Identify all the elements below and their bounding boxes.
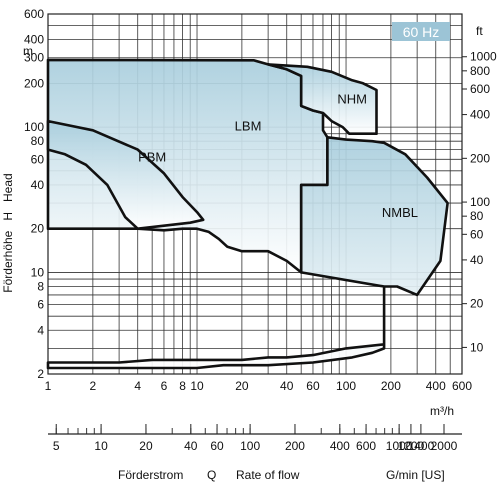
y-tick-label-m: 400 <box>24 33 44 47</box>
caption-rate: Rate of flow <box>236 468 300 482</box>
gpm-tick-label: 400 <box>330 439 350 453</box>
y-tick-label-m: 20 <box>31 222 45 236</box>
gpm-tick-label: 1400 <box>408 439 435 453</box>
y-tick-label-ft: 40 <box>470 253 484 267</box>
gpm-tick-label: 10 <box>94 439 108 453</box>
x-tick-label: 20 <box>235 379 249 393</box>
y-tick-label-ft: 80 <box>470 209 484 223</box>
gpm-tick-label: 60 <box>210 439 224 453</box>
x-tick-label: 400 <box>426 379 446 393</box>
gpm-tick-label: 1000 <box>386 439 413 453</box>
y-tick-label-m: 4 <box>37 323 44 337</box>
y-unit-right: ft <box>476 24 483 38</box>
x-tick-label: 100 <box>336 379 356 393</box>
x-tick-label: 1 <box>45 379 52 393</box>
y-tick-label-m: 10 <box>31 265 45 279</box>
gpm-tick-label: 2000 <box>431 439 458 453</box>
y-tick-label-ft: 200 <box>470 151 490 165</box>
x-tick-label: 600 <box>452 379 472 393</box>
gpm-tick-label: 100 <box>240 439 260 453</box>
x-tick-label: 8 <box>179 379 186 393</box>
gpm-tick-label: 1200 <box>398 439 425 453</box>
region-nmbl <box>46 136 449 370</box>
caption-gpm-unit: G/min [US] <box>386 468 445 482</box>
y-tick-label-ft: 400 <box>470 108 490 122</box>
y-tick-label-m: 6 <box>37 298 44 312</box>
y-tick-label-m: 100 <box>24 120 44 134</box>
y-tick-label-m: 200 <box>24 76 44 90</box>
y-tick-label-m: 80 <box>31 134 45 148</box>
y-tick-label-ft: 600 <box>470 82 490 96</box>
x-tick-label: 10 <box>190 379 204 393</box>
caption-foerderstrom: Förderstrom <box>118 468 183 482</box>
y-tick-label-m: 8 <box>37 280 44 294</box>
region-nhm <box>266 63 378 135</box>
region-label-lbm: LBM <box>235 118 262 133</box>
labels-layer: LBMPBMNHMNMBL246810204060801002003004006… <box>24 7 497 453</box>
x-tick-label: 2 <box>90 379 97 393</box>
x-tick-label: 60 <box>306 379 320 393</box>
caption-q: Q <box>207 468 216 482</box>
y-tick-label-m: 40 <box>31 178 45 192</box>
region-pbm <box>46 119 205 230</box>
y-tick-label-ft: 10 <box>470 340 484 354</box>
gpm-tick-label: 5 <box>53 439 60 453</box>
y-tick-label-ft: 60 <box>470 227 484 241</box>
y-tick-label-ft: 800 <box>470 64 490 78</box>
frequency-badge <box>392 22 450 41</box>
y-tick-label-m: 600 <box>24 7 44 21</box>
y-tick-label-m: 60 <box>31 152 45 166</box>
gpm-tick-label: 20 <box>139 439 153 453</box>
region-label-nmbl: NMBL <box>382 205 418 220</box>
region-label-pbm: PBM <box>138 149 166 164</box>
x-tick-label: 4 <box>134 379 141 393</box>
x-tick-label: 6 <box>161 379 168 393</box>
y-axis-label: Förderhöhe H Head <box>1 173 15 292</box>
y-tick-label-ft: 1000 <box>470 50 497 64</box>
regions-layer <box>46 58 449 370</box>
gpm-tick-label: 40 <box>184 439 198 453</box>
y-tick-label-m: 2 <box>37 367 44 381</box>
x-unit: m³/h <box>430 404 454 418</box>
x-tick-label: 200 <box>381 379 401 393</box>
frequency-badge-text: 60 Hz <box>403 24 440 40</box>
y-tick-label-ft: 20 <box>470 297 484 311</box>
gpm-tick-label: 600 <box>356 439 376 453</box>
x-tick-label: 40 <box>280 379 294 393</box>
region-label-nhm: NHM <box>337 92 367 107</box>
gpm-tick-label: 200 <box>285 439 305 453</box>
y-tick-label-ft: 100 <box>470 195 490 209</box>
y-unit-left: m <box>23 44 33 58</box>
y-tick-label-m: 300 <box>24 51 44 65</box>
